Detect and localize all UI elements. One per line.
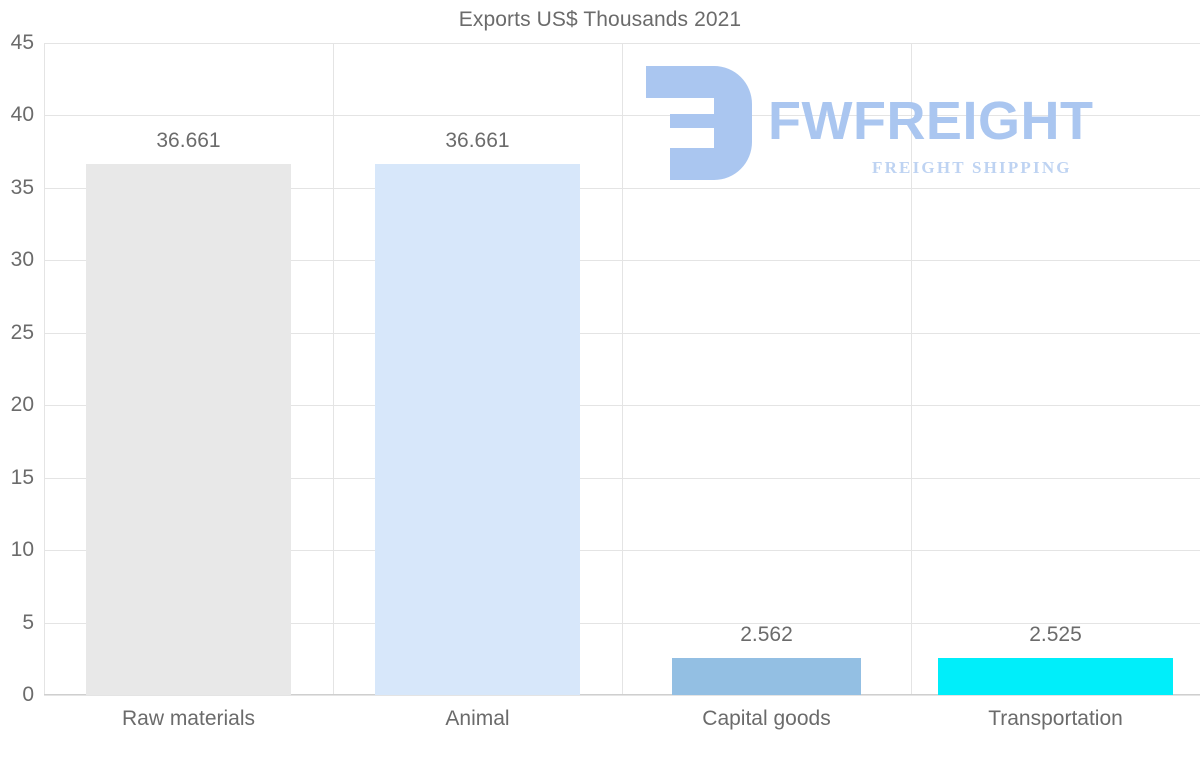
- y-axis-tick-label: 40: [10, 103, 34, 127]
- bar[interactable]: [85, 163, 292, 695]
- x-axis-baseline: [44, 694, 1200, 695]
- bar-value-label: 36.661: [445, 128, 510, 152]
- plot-area: [44, 43, 1200, 696]
- x-axis-tick-label: Animal: [445, 707, 510, 730]
- bar-value-label: 2.562: [740, 622, 793, 646]
- y-axis-tick-label: 20: [10, 393, 34, 417]
- bar[interactable]: [374, 163, 581, 695]
- y-axis-tick-label: 5: [22, 610, 34, 634]
- bar[interactable]: [938, 658, 1173, 695]
- bar-value-label: 2.525: [1029, 623, 1082, 647]
- gridline-vertical: [333, 43, 334, 695]
- y-axis-tick-label: 0: [22, 683, 34, 706]
- y-axis-tick-label: 15: [10, 465, 34, 489]
- bar-value-label: 36.661: [156, 128, 221, 152]
- bar[interactable]: [671, 657, 862, 695]
- gridline-horizontal: [44, 695, 1200, 696]
- chart-title: Exports US$ Thousands 2021: [458, 8, 742, 31]
- gridline-vertical: [44, 43, 45, 695]
- x-axis-tick-label: Capital goods: [702, 707, 831, 730]
- gridline-vertical: [911, 43, 912, 695]
- y-axis-tick-label: 30: [10, 248, 34, 272]
- x-axis: Raw materials Animal Capital goods Transpor…: [44, 702, 1200, 742]
- gridline-vertical: [622, 43, 623, 695]
- y-axis: 0 5 10 15 20 25 30 35 40 45: [0, 0, 44, 763]
- y-axis-tick-label: 45: [10, 31, 34, 54]
- y-axis-tick-label: 35: [10, 175, 34, 199]
- y-axis-tick-label: 25: [10, 320, 34, 344]
- x-axis-tick-label: Raw materials: [121, 707, 256, 730]
- y-axis-tick-label: 10: [10, 538, 34, 562]
- x-axis-tick-label: Transportation: [988, 707, 1123, 730]
